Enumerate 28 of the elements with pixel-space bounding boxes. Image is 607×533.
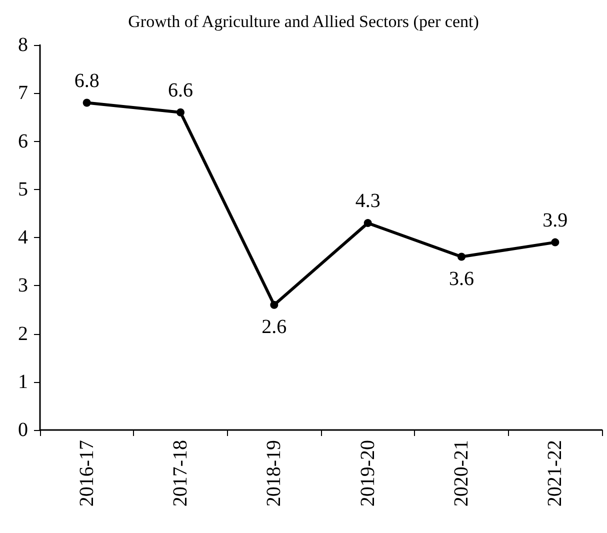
x-tick-label: 2018-19 xyxy=(263,440,286,507)
x-tick-label: 2020-21 xyxy=(450,440,472,507)
point xyxy=(364,219,372,228)
x-tick-label: 2021-22 xyxy=(544,440,566,507)
data-label: 2.6 xyxy=(262,316,287,338)
data-label: 6.8 xyxy=(74,70,100,92)
x-tick-label: 2019-20 xyxy=(356,440,379,507)
y-tick-label: 3 xyxy=(18,274,28,297)
x-tick-label: 2016-17 xyxy=(76,440,98,507)
y-tick-label: 8 xyxy=(18,34,28,56)
point xyxy=(270,300,278,309)
data-label: 3.6 xyxy=(449,268,474,290)
data-label: 3.9 xyxy=(542,209,568,232)
data-label: 6.6 xyxy=(168,79,193,102)
y-tick-label: 6 xyxy=(18,130,28,152)
x-tick-label: 2017-18 xyxy=(170,440,192,507)
point xyxy=(82,98,91,107)
y-tick-label: 1 xyxy=(18,370,28,393)
y-tick-label: 4 xyxy=(18,226,28,248)
y-tick-label: 2 xyxy=(18,322,28,345)
point xyxy=(458,252,466,261)
point xyxy=(176,108,184,116)
chart-title: Growth of Agriculture and Allied Sectors (per cent) xyxy=(128,12,479,31)
y-tick-label: 7 xyxy=(18,82,28,104)
y-tick-label: 0 xyxy=(18,419,28,441)
data-label: 4.3 xyxy=(355,190,380,212)
point xyxy=(551,238,560,246)
y-tick-label: 5 xyxy=(18,178,28,200)
